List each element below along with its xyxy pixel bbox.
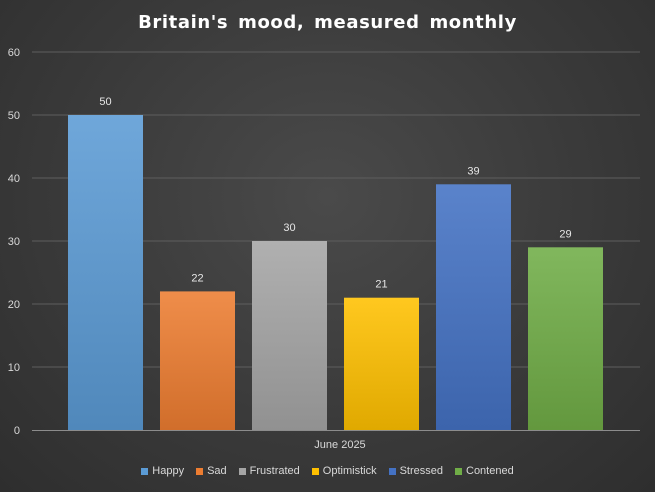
bar-happy [68,115,143,430]
x-axis: June 2025 [32,430,640,451]
y-tick-label: 50 [8,110,20,122]
legend-label: Sad [207,465,227,477]
bar-contened [528,247,603,430]
data-label: 39 [467,165,479,177]
legend-label: Contened [466,465,514,477]
legend-item: Stressed [388,465,443,477]
y-tick-label: 20 [8,299,20,311]
legend-swatch [141,467,149,475]
data-label: 22 [191,272,203,284]
legend-label: Optimistick [322,465,377,477]
y-tick-label: 40 [8,173,20,185]
legend-item: Frustrated [238,465,300,477]
data-labels: 50 22 30 21 39 29 [99,96,571,291]
y-tick-label: 60 [8,47,20,59]
legend: Happy Sad Frustrated Optimistick Stressed Con… [0,465,655,477]
legend-swatch [196,467,204,475]
data-label: 21 [375,279,387,291]
bars [68,115,603,430]
legend-label: Happy [152,465,185,477]
legend-swatch [388,467,396,475]
legend-label: Frustrated [249,465,300,477]
legend-label: Stressed [399,465,443,477]
bar-frustrated [252,241,327,430]
y-tick-label: 30 [8,236,20,248]
legend-item: Optimistick [311,465,377,477]
y-tick-label: 10 [8,362,20,374]
y-tick-label: 0 [14,425,20,437]
bar-sad [160,291,235,430]
data-label: 29 [559,228,571,240]
legend-item: Contened [455,465,514,477]
legend-item: Sad [196,465,227,477]
data-label: 50 [99,96,111,108]
chart-title: Britain's mood, measured monthly [138,12,517,33]
y-axis-ticks: 0 10 20 30 40 50 60 [8,47,20,437]
data-label: 30 [283,222,295,234]
legend-item: Happy [141,465,184,477]
legend-swatch [238,467,246,475]
bar-stressed [436,184,511,430]
bar-optimistick [344,297,419,430]
legend-swatch [455,467,462,475]
legend-swatch [311,467,319,475]
x-category-label: June 2025 [314,439,365,451]
